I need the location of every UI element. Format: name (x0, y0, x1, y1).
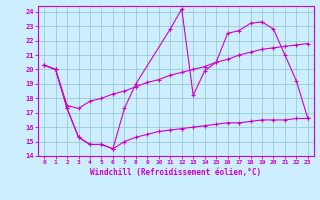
X-axis label: Windchill (Refroidissement éolien,°C): Windchill (Refroidissement éolien,°C) (91, 168, 261, 177)
